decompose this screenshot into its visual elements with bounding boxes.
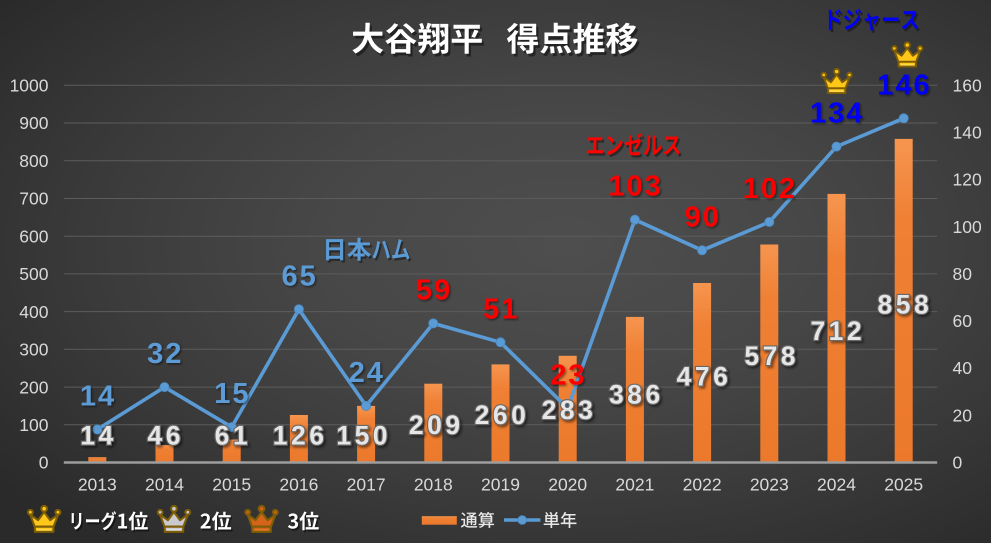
svg-text:2018: 2018 xyxy=(414,475,453,495)
svg-text:46: 46 xyxy=(147,421,183,451)
svg-text:2021: 2021 xyxy=(615,475,654,495)
svg-text:80: 80 xyxy=(953,264,973,284)
svg-text:90: 90 xyxy=(685,201,721,233)
svg-text:2020: 2020 xyxy=(548,475,587,495)
svg-text:120: 120 xyxy=(953,170,982,190)
svg-text:2022: 2022 xyxy=(683,475,722,495)
svg-text:61: 61 xyxy=(215,421,251,451)
svg-text:2025: 2025 xyxy=(884,475,923,495)
svg-text:2014: 2014 xyxy=(145,475,184,495)
svg-text:32: 32 xyxy=(147,338,183,370)
svg-text:712: 712 xyxy=(810,316,865,346)
svg-text:20: 20 xyxy=(953,405,973,425)
svg-text:146: 146 xyxy=(877,69,931,101)
svg-text:858: 858 xyxy=(878,290,933,320)
svg-text:386: 386 xyxy=(609,380,664,410)
svg-text:103: 103 xyxy=(608,171,662,203)
svg-text:0: 0 xyxy=(39,453,49,473)
svg-text:100: 100 xyxy=(19,415,48,435)
svg-text:2016: 2016 xyxy=(279,475,318,495)
svg-text:150: 150 xyxy=(336,421,391,451)
svg-text:126: 126 xyxy=(273,421,328,451)
svg-text:14: 14 xyxy=(80,381,116,413)
svg-text:100: 100 xyxy=(953,217,982,237)
svg-text:0: 0 xyxy=(953,453,963,473)
svg-text:400: 400 xyxy=(19,302,48,322)
svg-text:160: 160 xyxy=(953,75,982,95)
svg-text:140: 140 xyxy=(953,122,982,142)
svg-text:283: 283 xyxy=(542,395,597,425)
svg-text:200: 200 xyxy=(19,377,48,397)
svg-text:578: 578 xyxy=(744,341,799,371)
svg-text:300: 300 xyxy=(19,340,48,360)
svg-text:102: 102 xyxy=(743,173,797,205)
svg-text:900: 900 xyxy=(19,113,48,133)
svg-text:59: 59 xyxy=(416,274,452,306)
svg-text:51: 51 xyxy=(483,293,519,325)
svg-text:260: 260 xyxy=(475,400,530,430)
svg-text:2023: 2023 xyxy=(750,475,789,495)
svg-text:24: 24 xyxy=(349,357,385,389)
svg-text:23: 23 xyxy=(550,359,586,391)
svg-text:65: 65 xyxy=(281,260,317,292)
svg-text:40: 40 xyxy=(953,358,973,378)
svg-text:800: 800 xyxy=(19,151,48,171)
svg-text:14: 14 xyxy=(80,421,116,451)
svg-text:2024: 2024 xyxy=(817,475,856,495)
svg-text:1000: 1000 xyxy=(10,76,49,96)
svg-text:500: 500 xyxy=(19,264,48,284)
svg-text:60: 60 xyxy=(953,311,973,331)
svg-text:476: 476 xyxy=(677,362,732,392)
svg-text:2017: 2017 xyxy=(347,475,386,495)
svg-text:700: 700 xyxy=(19,189,48,209)
svg-text:134: 134 xyxy=(810,98,864,130)
svg-text:2013: 2013 xyxy=(78,475,117,495)
svg-text:2019: 2019 xyxy=(481,475,520,495)
svg-text:600: 600 xyxy=(19,226,48,246)
svg-text:209: 209 xyxy=(409,410,464,440)
svg-text:15: 15 xyxy=(214,378,250,410)
svg-text:2015: 2015 xyxy=(212,475,251,495)
